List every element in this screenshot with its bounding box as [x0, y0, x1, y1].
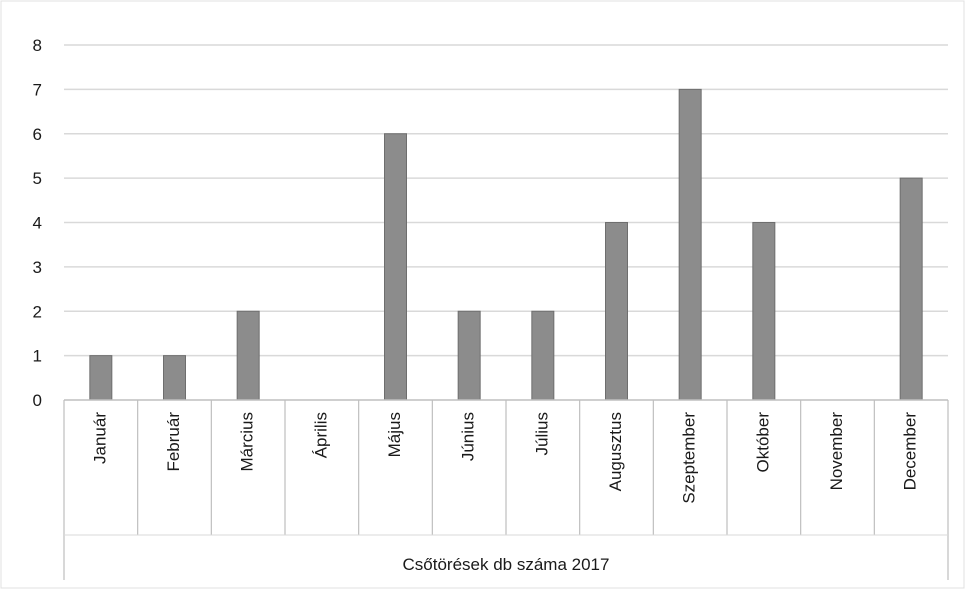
x-category-label: Október	[753, 412, 772, 473]
y-tick-label: 4	[33, 214, 42, 233]
y-tick-label: 1	[33, 347, 42, 366]
x-category-label: Szeptember	[680, 412, 699, 504]
bar-december	[899, 177, 923, 401]
bar-szeptember	[678, 88, 702, 401]
x-category-label: Április	[311, 412, 330, 458]
y-tick-label: 0	[33, 391, 42, 410]
x-category-label: November	[827, 412, 846, 491]
x-category-label: Június	[459, 412, 478, 461]
x-category-label: December	[901, 412, 920, 491]
y-tick-label: 2	[33, 302, 42, 321]
bar-október	[752, 222, 776, 401]
bar-január	[89, 355, 113, 401]
y-tick-label: 8	[33, 36, 42, 55]
y-tick-label: 7	[33, 80, 42, 99]
x-category-label: Január	[90, 412, 109, 464]
bar-június	[457, 310, 481, 401]
grid-lines	[64, 44, 948, 357]
y-tick-label: 6	[33, 125, 42, 144]
x-category-label: Július	[532, 412, 551, 455]
bars	[89, 88, 923, 401]
bar-augusztus	[605, 222, 628, 401]
x-category-label: Március	[238, 412, 257, 472]
y-tick-label: 5	[33, 169, 42, 188]
x-category-label: Augusztus	[606, 412, 625, 491]
bar-július	[531, 310, 555, 401]
x-axis-title: Csőtörések db száma 2017	[403, 555, 610, 574]
x-category-label: Február	[164, 412, 183, 472]
bar-február	[163, 355, 186, 401]
x-category-label: Május	[385, 412, 404, 457]
x-axis	[63, 399, 949, 580]
bar-május	[384, 133, 407, 401]
bar-március	[236, 310, 260, 401]
y-axis-ticks: 0 1 2 3 4 5 6 7 8	[33, 36, 42, 410]
x-axis-categories: Január Február Március Április Május Június Jú…	[90, 412, 919, 504]
y-tick-label: 3	[33, 258, 42, 277]
